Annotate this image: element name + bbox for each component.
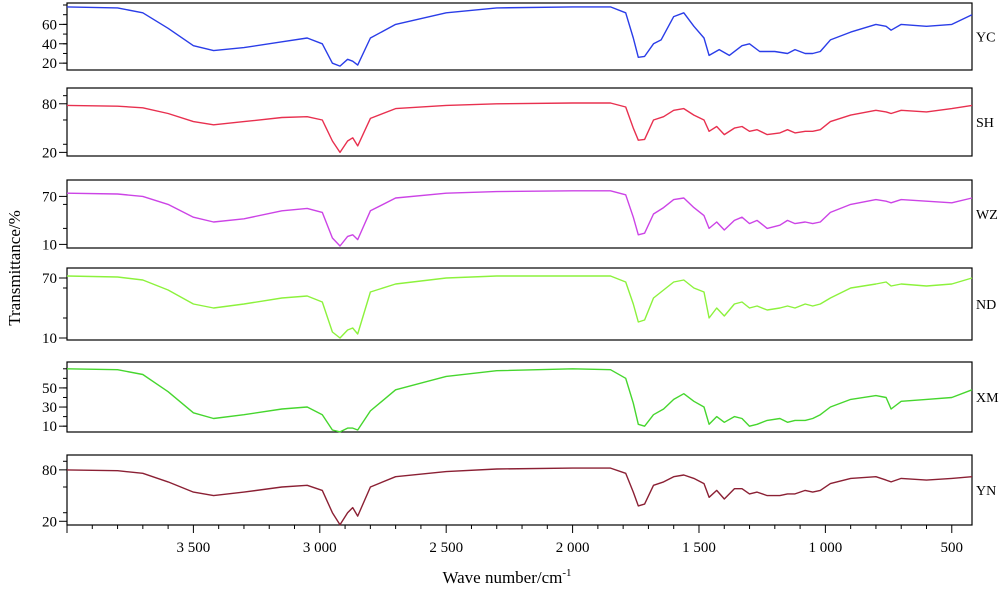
panel-frame (66, 361, 973, 433)
series-label-xm: XM (976, 391, 999, 406)
panel-nd: 10 70 ND (42, 267, 996, 347)
series-label-wz: WZ (976, 208, 998, 223)
spectrum-line-wz (66, 190, 973, 247)
y-tick-label: 20 (42, 145, 57, 161)
panel-frame (66, 2, 973, 71)
series-label-sh: SH (976, 116, 994, 131)
spectrum-line-xm (66, 368, 973, 433)
y-tick-label: 10 (42, 331, 57, 347)
series-label-yn: YN (976, 484, 996, 499)
series-label-yc: YC (976, 31, 995, 46)
y-tick-label: 40 (42, 37, 57, 53)
y-tick-label: 60 (42, 17, 57, 33)
spectrum-line-sh (66, 102, 973, 154)
y-tick-label: 80 (42, 97, 57, 113)
y-axis-title: Transmittance/% (5, 210, 24, 326)
x-tick-label: 1 500 (682, 540, 716, 556)
x-tick-label: 500 (941, 540, 964, 556)
x-tick-label: 3 000 (303, 540, 337, 556)
x-tick-label: 2 500 (429, 540, 463, 556)
panel-sh: 20 80 SH (42, 87, 994, 161)
y-tick-label: 10 (42, 237, 57, 253)
x-axis-title: Wave number/cm-1 (442, 567, 571, 587)
y-tick-label: 10 (42, 419, 57, 435)
y-tick-label: 20 (42, 514, 57, 530)
y-tick-label: 80 (42, 463, 57, 479)
y-tick-label: 70 (42, 271, 57, 287)
panel-wz: 10 70 WZ (42, 179, 998, 253)
y-tick-label: 30 (42, 400, 57, 416)
spectrum-line-nd (66, 275, 973, 339)
panel-yn: 20 80 YN (42, 454, 996, 530)
x-tick-label: 1 000 (809, 540, 843, 556)
x-axis-title-superscript: -1 (562, 567, 571, 579)
panel-frame (66, 179, 973, 249)
x-axis: 3 500 3 000 2 500 2 000 1 500 1 000 500 (66, 525, 964, 556)
x-tick-label: 2 000 (556, 540, 590, 556)
panel-frame (66, 87, 973, 157)
y-tick-label: 70 (42, 189, 57, 205)
y-tick-label: 20 (42, 56, 57, 72)
x-axis-title-text: Wave number/cm (442, 568, 562, 587)
series-label-nd: ND (976, 298, 996, 313)
y-tick-label: 50 (42, 381, 57, 397)
panel-xm: 10 30 50 XM (42, 361, 999, 435)
panel-yc: 20 40 60 YC (42, 2, 995, 72)
x-tick-label: 3 500 (177, 540, 211, 556)
spectrum-line-yn (66, 467, 973, 526)
panel-frame (66, 454, 973, 526)
spectrum-line-yc (66, 6, 973, 67)
panel-frame (66, 267, 973, 341)
chart-panels: 20 40 60 YC 20 80 SH 10 70 WZ 10 70 ND 10 30 50 XM 20 80 YN (42, 2, 999, 530)
